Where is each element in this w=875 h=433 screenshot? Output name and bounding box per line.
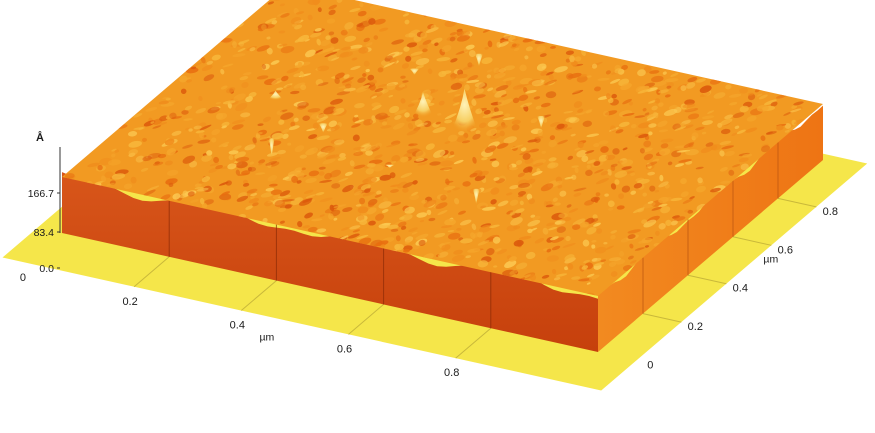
y-tick-label-0: 0 (647, 360, 653, 372)
z-tick-label-2: 166.7 (28, 188, 54, 200)
x-axis-unit: µm (260, 332, 275, 344)
y-tick-label-3: 0.6 (778, 244, 793, 256)
x-tick-label-3: 0.6 (337, 343, 352, 355)
x-tick-label-1: 0.2 (122, 296, 137, 308)
y-tick-label-1: 0.2 (688, 321, 703, 333)
y-axis-unit: µm (763, 254, 778, 266)
z-tick-label-1: 83.4 (34, 227, 55, 239)
z-axis-unit: Å (36, 131, 44, 144)
y-tick-label-2: 0.4 (733, 283, 748, 295)
z-tick-label-0: 0.0 (39, 263, 54, 275)
x-tick-label-4: 0.8 (444, 367, 459, 379)
x-tick-label-0: 0 (20, 272, 26, 284)
y-tick-label-4: 0.8 (823, 206, 838, 218)
x-tick-label-2: 0.4 (230, 320, 245, 332)
